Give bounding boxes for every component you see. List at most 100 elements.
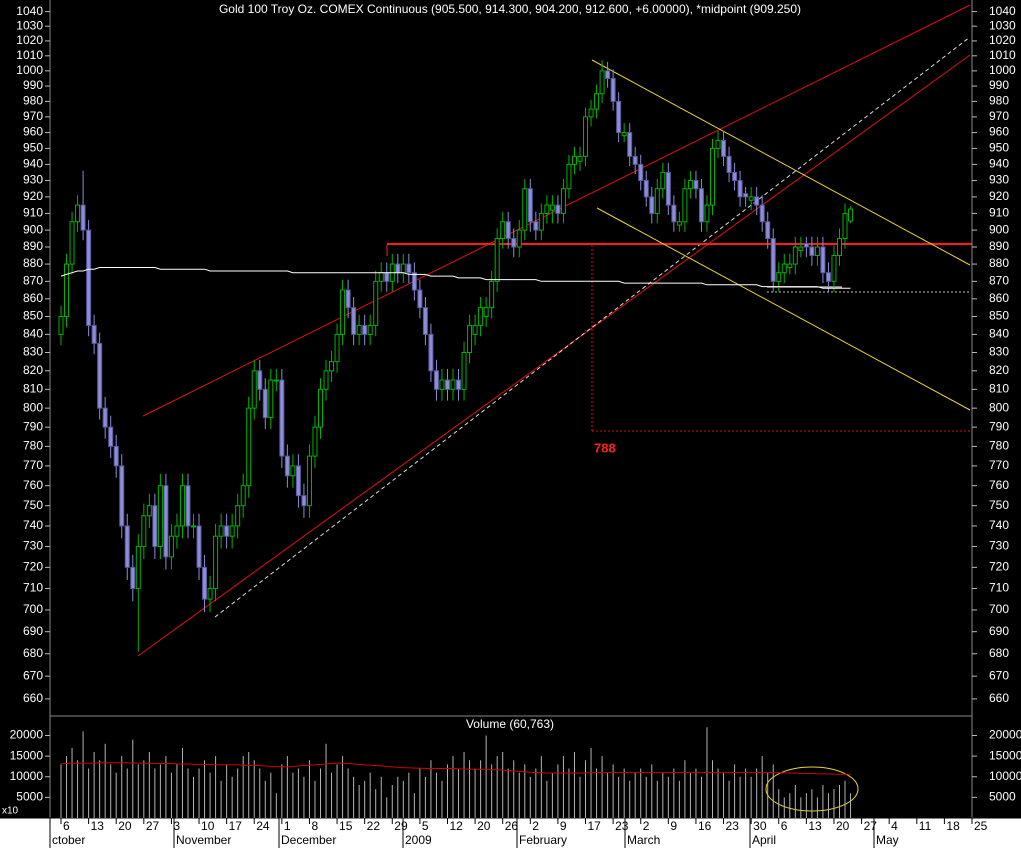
candle-body (251, 370, 257, 409)
candle-body (500, 221, 506, 240)
y-tick-label: 920 (989, 189, 1009, 203)
candle-body (566, 163, 572, 190)
candle-body (135, 546, 141, 590)
x-tick-label: 27 (146, 819, 160, 833)
candle-body (290, 465, 296, 477)
candle-body (108, 426, 114, 447)
y-tick-label: 810 (23, 382, 43, 396)
y-tick-label: 1010 (989, 48, 1016, 62)
y-tick-label: 680 (23, 646, 43, 660)
chart-title: Gold 100 Troy Oz. COMEX Continuous (905.… (219, 2, 801, 16)
month-label: November (176, 833, 231, 847)
y-tick-label: 870 (23, 274, 43, 288)
candle-body (345, 289, 351, 309)
candle-body (732, 171, 738, 182)
y-tick-label: 690 (989, 624, 1009, 638)
y-tick-label: 710 (989, 581, 1009, 595)
x-tick-label: 22 (367, 819, 381, 833)
candle-body (489, 280, 495, 309)
y-tick-label: 950 (989, 141, 1009, 155)
candle-body (848, 208, 854, 222)
candle-body (803, 243, 809, 248)
candle-body (494, 238, 500, 282)
candle-body (191, 525, 197, 528)
candle-body (373, 280, 379, 326)
candle-body (257, 370, 263, 390)
candle-body (64, 263, 70, 317)
candle-body (240, 485, 246, 507)
candle-body (362, 324, 368, 335)
x-tick-label: 6 (63, 819, 70, 833)
candle-body (157, 485, 163, 548)
y-tick-label: 790 (23, 419, 43, 433)
candle-body (450, 379, 456, 390)
volume-title: Volume (60,763) (466, 717, 554, 731)
candle-body (544, 204, 550, 214)
x-tick-label: 23 (726, 819, 740, 833)
target-label: 788 (594, 440, 616, 455)
candle-body (295, 465, 301, 497)
y-tick-label: 940 (23, 157, 43, 171)
candle-body (842, 212, 848, 240)
candle-body (737, 180, 743, 198)
x-tick-label: 10 (201, 819, 215, 833)
candle-body (213, 535, 219, 590)
candle-body (262, 388, 268, 419)
y-tick-label: 840 (23, 327, 43, 341)
y-tick-label: 840 (989, 327, 1009, 341)
y-tick-label: 930 (989, 173, 1009, 187)
x-tick-label: 30 (753, 819, 767, 833)
x-tick-label: 8 (311, 819, 318, 833)
month-label: 2009 (405, 833, 432, 847)
y-tick-label: 1010 (16, 48, 43, 62)
volume-tick-label: 20000 (10, 728, 44, 742)
x-tick-label: 15 (339, 819, 353, 833)
candle-body (533, 221, 539, 231)
candle-body (814, 246, 820, 257)
candle-body (621, 132, 627, 137)
y-tick-label: 820 (989, 363, 1009, 377)
y-tick-label: 1020 (989, 33, 1016, 47)
candle-body (102, 407, 108, 428)
candle-body (632, 155, 638, 165)
candle-body (698, 188, 704, 223)
y-tick-label: 860 (23, 291, 43, 305)
month-label: ctober (52, 833, 85, 847)
candle-body (671, 204, 677, 223)
candle-body (715, 139, 721, 149)
y-tick-label: 1040 (989, 4, 1016, 18)
candle-body (86, 229, 92, 326)
candle-body (284, 455, 290, 477)
x-tick-label: 2 (532, 819, 539, 833)
y-tick-label: 1020 (16, 33, 43, 47)
y-tick-label: 800 (23, 400, 43, 414)
x-tick-label: 20 (836, 819, 850, 833)
y-tick-label: 680 (989, 646, 1009, 660)
candle-body (638, 163, 644, 182)
y-tick-label: 850 (989, 309, 1009, 323)
candle-body (627, 132, 633, 157)
candle-body (340, 289, 346, 335)
candle-body (831, 255, 837, 282)
y-tick-label: 910 (23, 206, 43, 220)
volume-tick-label: 15000 (10, 748, 44, 762)
y-tick-label: 900 (23, 222, 43, 236)
y-tick-label: 740 (989, 518, 1009, 532)
candle-body (301, 495, 307, 507)
y-tick-label: 830 (989, 345, 1009, 359)
candle-body (527, 188, 533, 223)
candle-body (273, 379, 279, 382)
y-tick-label: 1000 (989, 63, 1016, 77)
x-tick-label: 25 (974, 819, 988, 833)
candle-body (610, 77, 616, 102)
volume-tick-label: 5000 (16, 790, 43, 804)
candle-body (80, 204, 86, 231)
x-tick-label: 6 (781, 819, 788, 833)
y-tick-label: 880 (989, 256, 1009, 270)
candle-body (422, 307, 428, 335)
candle-body (505, 221, 511, 240)
y-tick-label: 660 (23, 691, 43, 705)
x-tick-label: 16 (698, 819, 712, 833)
candle-body (654, 188, 660, 214)
month-label: March (627, 833, 660, 847)
